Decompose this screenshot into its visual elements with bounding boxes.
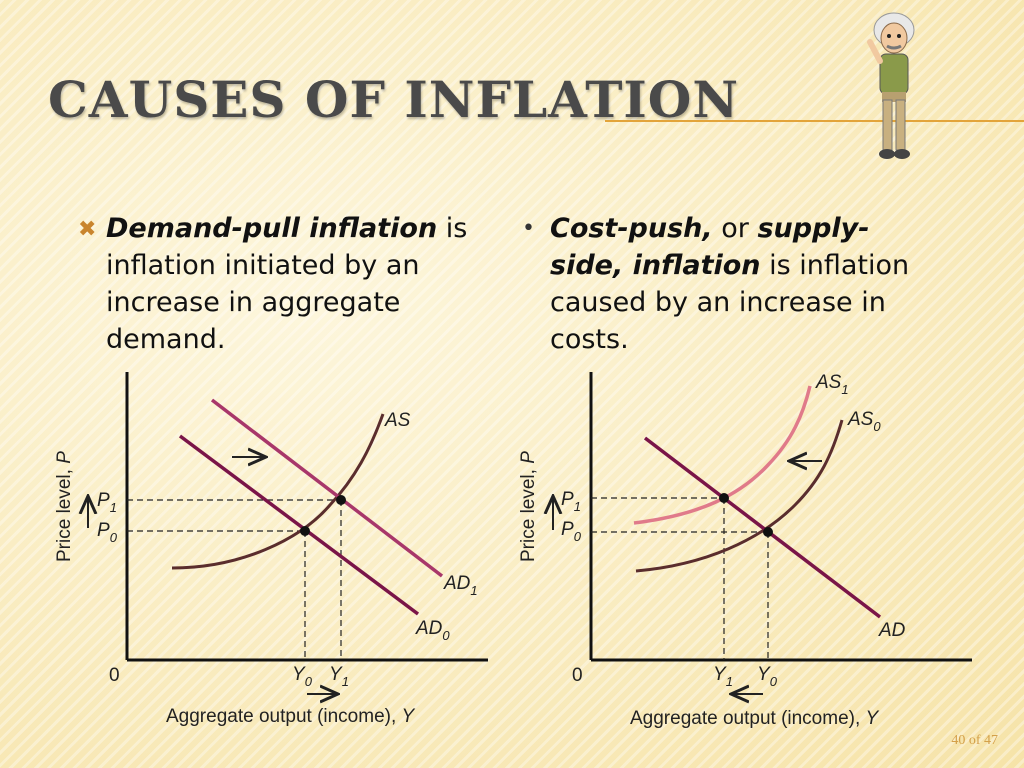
x-bullet-icon: ✖ [78,217,97,242]
y-axis-label: Price level, P [518,451,539,562]
equilibrium-point-1 [336,495,346,505]
y0-label: Y0 [757,664,778,689]
connector-text: or [712,213,758,244]
equilibrium-point-0 [763,527,773,537]
as1-label: AS1 [815,372,849,397]
ad0-label: AD0 [415,618,450,643]
ad1-curve [210,398,444,578]
ad-curve [643,436,882,619]
demand-pull-graph: AS AD1 AD0 P1 P0 Y0 Y1 0 Aggregate outpu… [54,372,488,727]
term-demand-pull: Demand-pull inflation [106,213,438,244]
as1-curve [633,385,812,525]
page-number: 40 of 47 [951,733,998,748]
bullet-text: Demand-pull inflation is inflation initi… [78,210,508,358]
ad0-curve [178,434,420,616]
slide-title: CAUSES OF INFLATION [48,70,740,129]
ad-label: AD [878,620,906,641]
origin-label: 0 [109,665,120,686]
y0-label: Y0 [292,664,313,689]
origin-label: 0 [572,665,583,686]
as0-label: AS0 [847,409,881,434]
term-supply-side: supply-side, inflation [550,213,870,281]
as-label: AS [384,410,411,431]
dot-bullet-icon: • [522,216,535,241]
y1-label: Y1 [329,664,349,689]
title-underline [605,120,1024,122]
as-curve [171,413,385,570]
bullet-demand-pull: ✖ Demand-pull inflation is inflation ini… [78,210,508,358]
p1-label: P1 [561,489,581,514]
as0-curve [635,419,844,573]
bullet-cost-push: • Cost-push, or supply-side, inflation i… [522,210,932,358]
p1-label: P1 [97,490,117,515]
x-axis-label: Aggregate output (income), Y [166,706,416,727]
p0-label: P0 [97,520,118,545]
bullet-text: Cost-push, or supply-side, inflation is … [522,210,932,358]
equilibrium-point-1 [719,493,729,503]
x-axis-label: Aggregate output (income), Y [630,708,880,729]
y1-label: Y1 [713,664,733,689]
y-axis-label: Price level, P [54,451,75,562]
einstein-cartoon-icon [867,12,915,159]
p0-label: P0 [561,519,582,544]
ad1-label: AD1 [443,573,478,598]
equilibrium-point-0 [300,526,310,536]
term-cost-push: Cost-push, [550,213,713,244]
definition-cost-push: is inflation caused by an increase in co… [550,250,910,355]
definition-demand-pull: is inflation initiated by an increase in… [106,213,468,355]
